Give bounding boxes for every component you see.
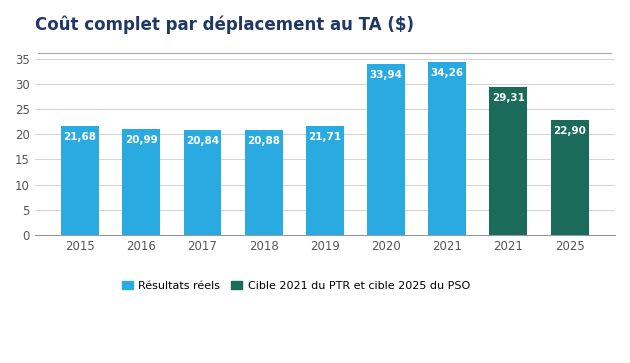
Legend: Résultats réels, Cible 2021 du PTR et cible 2025 du PSO: Résultats réels, Cible 2021 du PTR et ci… — [122, 281, 470, 291]
Text: 22,90: 22,90 — [553, 126, 586, 136]
Text: 29,31: 29,31 — [492, 93, 525, 103]
Text: 21,68: 21,68 — [64, 132, 96, 142]
Text: 21,71: 21,71 — [308, 132, 341, 142]
Bar — [551, 119, 588, 235]
Bar — [367, 64, 405, 235]
Bar — [490, 87, 527, 235]
Bar — [244, 130, 283, 235]
Text: 20,88: 20,88 — [247, 136, 280, 146]
Text: 20,84: 20,84 — [186, 136, 219, 146]
Text: 33,94: 33,94 — [370, 70, 403, 80]
Bar — [61, 126, 99, 235]
Text: 20,99: 20,99 — [125, 135, 158, 145]
Bar — [183, 130, 222, 235]
Bar — [306, 126, 344, 235]
Bar — [122, 129, 160, 235]
Bar — [428, 62, 466, 235]
Text: Coût complet par déplacement au TA ($): Coût complet par déplacement au TA ($) — [35, 15, 414, 33]
Text: 34,26: 34,26 — [431, 68, 464, 78]
